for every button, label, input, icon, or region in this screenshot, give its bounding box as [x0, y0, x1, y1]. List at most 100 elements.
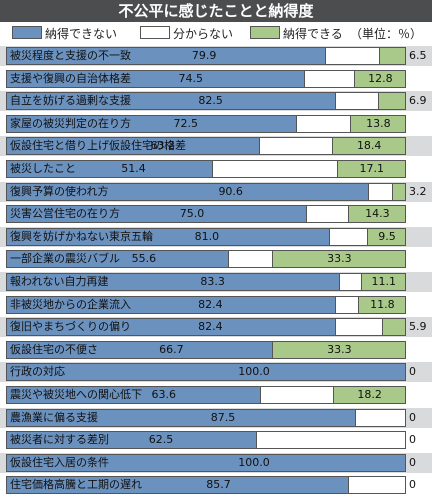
category-label: 自立を妨げる過剰な支援	[10, 94, 131, 108]
category-label: 復興予算の使われ方	[10, 184, 109, 198]
bar-row: 行政の対応 100.0 0	[0, 362, 432, 383]
bar-segment-convinced	[360, 274, 405, 290]
legend-swatch-convinced	[250, 26, 280, 39]
bar-segment-unconvinced	[7, 409, 356, 426]
bar-segment-unconvinced	[7, 138, 259, 155]
value-label-convinced: 11.1	[371, 275, 397, 288]
bar-track	[6, 408, 406, 427]
value-label-unconvinced: 100.0	[238, 455, 270, 469]
category-label: 災害公営住宅の在り方	[10, 207, 120, 221]
bar-segment-unconvinced	[7, 183, 368, 200]
value-label-unconvinced: 51.4	[121, 162, 146, 175]
bar-segment-convinced	[272, 251, 405, 268]
value-label-convinced: 3.2	[409, 184, 427, 198]
value-label-unconvinced: 82.5	[198, 94, 223, 108]
bar-row: 被災者に対する差別 62.5 0	[0, 430, 432, 450]
bar-segment-unknown	[255, 432, 405, 449]
bar-segment-unconvinced	[7, 477, 349, 494]
bar-segment-unconvinced	[7, 93, 336, 110]
value-label-unconvinced: 81.0	[194, 229, 220, 243]
value-label-unconvinced: 79.9	[191, 49, 217, 62]
bar-segment-convinced	[379, 48, 405, 64]
legend-label-unconvinced: 納得できない	[45, 27, 118, 41]
bar-row: 復興を妨げかねない東京五輪 81.0 9.5	[0, 226, 432, 247]
value-label-convinced: 6.5	[409, 49, 427, 62]
value-label-unconvinced: 55.6	[131, 252, 157, 266]
bar-segment-unconvinced	[7, 115, 296, 132]
bar-segment-unknown	[348, 477, 405, 494]
bar-row: 仮設住宅と借り上げ仮設住宅の格差 63.2 18.4	[0, 136, 432, 157]
bar-row: 非被災地からの企業流入 82.4 11.8	[0, 295, 432, 315]
bar-segment-convinced	[348, 206, 405, 223]
bar-row: 農漁業に偏る支援 87.5 0	[0, 407, 432, 428]
bar-row: 家屋の被災判定の在り方 72.5 13.8	[0, 114, 432, 134]
value-label-convinced: 17.1	[359, 162, 385, 175]
chart-title: 不公平に感じたことと納得度	[0, 0, 432, 22]
category-label: 被災者に対する差別	[10, 433, 109, 447]
bar-segment-unconvinced	[7, 319, 335, 336]
bar-segment-unknown	[367, 183, 393, 200]
category-label: 仮設住宅の不便さ	[10, 342, 98, 356]
bar-row: 復興予算の使われ方 90.6 3.2	[0, 181, 432, 202]
legend-label-convinced: 納得できる	[283, 27, 343, 41]
bar-segment-unconvinced	[7, 48, 325, 64]
category-label: 家屋の被災判定の在り方	[10, 116, 131, 130]
category-label: 非被災地からの企業流入	[10, 297, 131, 311]
bar-track	[6, 453, 406, 472]
category-label: 仮設住宅入居の条件	[10, 455, 109, 469]
bar-segment-unknown	[338, 274, 361, 290]
value-label-convinced: 5.9	[409, 320, 427, 334]
bar-segment-convinced	[336, 161, 405, 177]
value-label-convinced: 0	[409, 433, 416, 447]
bar-segment-unconvinced	[7, 161, 212, 177]
unit-label: （単位：％）	[349, 27, 422, 41]
bar-row: 復旧やまちづくりの偏り 82.4 5.9	[0, 317, 432, 338]
bar-track	[6, 318, 406, 337]
value-label-convinced: 0	[409, 455, 416, 469]
category-label: 報われない自力再建	[10, 275, 109, 288]
bar-segment-unconvinced	[7, 454, 405, 471]
bar-track	[6, 47, 406, 65]
legend: 納得できない 分からない 納得できる （単位：％）	[6, 25, 426, 43]
bar-segment-unknown	[334, 296, 359, 313]
bar-row: 仮設住宅入居の条件 100.0 0	[0, 452, 432, 473]
bar-segment-unconvinced	[7, 341, 273, 358]
bar-track	[6, 227, 406, 246]
value-label-convinced: 6.9	[409, 94, 427, 108]
bar-segment-convinced	[350, 115, 405, 132]
category-label: 農漁業に偏る支援	[10, 410, 98, 424]
bar-segment-unconvinced	[7, 296, 335, 313]
bar-segment-unconvinced	[7, 387, 261, 403]
bar-segment-unknown	[260, 387, 333, 403]
bar-track	[6, 92, 406, 111]
bar-track	[6, 137, 406, 156]
bar-segment-unknown	[329, 228, 368, 245]
value-label-unconvinced: 82.4	[198, 320, 223, 334]
category-label: 仮設住宅と借り上げ仮設住宅の格差	[10, 139, 186, 153]
value-label-convinced: 0	[409, 410, 416, 424]
bar-segment-unknown	[303, 70, 355, 87]
value-label-convinced: 0	[409, 365, 416, 379]
bar-track	[6, 205, 406, 224]
bar-track	[6, 295, 406, 314]
value-label-unconvinced: 85.7	[206, 478, 231, 492]
bar-segment-unconvinced	[7, 228, 330, 245]
bar-segment-unconvinced	[7, 274, 339, 290]
value-label-unconvinced: 66.7	[159, 342, 184, 356]
bar-track	[6, 69, 406, 88]
bar-track	[6, 250, 406, 269]
legend-item-unknown: 分からない	[140, 25, 233, 43]
legend-swatch-unconvinced	[12, 26, 42, 39]
category-label: 住宅価格高騰と工期の遅れ	[10, 478, 142, 492]
value-label-convinced: 18.4	[356, 139, 382, 153]
bar-segment-unconvinced	[7, 432, 256, 449]
legend-item-unconvinced: 納得できない	[12, 25, 117, 43]
value-label-convinced: 12.8	[368, 71, 393, 85]
legend-item-convinced: 納得できる	[250, 25, 343, 43]
value-label-convinced: 33.3	[327, 342, 352, 356]
value-label-convinced: 18.2	[357, 388, 382, 401]
bar-segment-convinced	[367, 228, 405, 245]
value-label-unconvinced: 100.0	[238, 365, 270, 379]
bar-row: 災害公営住宅の在り方 75.0 14.3	[0, 204, 432, 224]
